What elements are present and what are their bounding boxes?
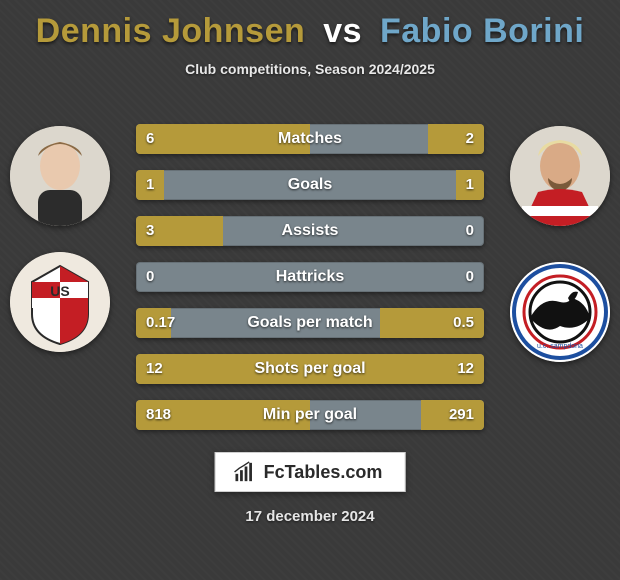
avatar-placeholder-icon [510, 126, 610, 226]
stat-row: 62Matches [136, 124, 484, 154]
stat-row: 00Hattricks [136, 262, 484, 292]
brand-text: FcTables.com [264, 462, 383, 483]
stat-label: Assists [136, 216, 484, 246]
stat-label: Shots per goal [136, 354, 484, 384]
stat-label: Hattricks [136, 262, 484, 292]
club-badge-icon: u.c. sampdoria [510, 262, 610, 362]
svg-text:US: US [50, 283, 69, 299]
stat-row: 1212Shots per goal [136, 354, 484, 384]
avatar-placeholder-icon [10, 126, 110, 226]
stat-label: Goals [136, 170, 484, 200]
club-badge-icon: US [10, 252, 110, 352]
stat-row: 0.170.5Goals per match [136, 308, 484, 338]
vs-text: vs [323, 12, 362, 50]
player2-avatar [510, 126, 610, 226]
stat-label: Min per goal [136, 400, 484, 430]
comparison-card: Dennis Johnsen vs Fabio Borini Club comp… [0, 0, 620, 580]
page-title: Dennis Johnsen vs Fabio Borini [0, 12, 620, 51]
stat-label: Goals per match [136, 308, 484, 338]
stat-row: 11Goals [136, 170, 484, 200]
date-text: 17 december 2024 [0, 508, 620, 525]
player1-club-badge: US [10, 252, 110, 352]
player2-club-badge: u.c. sampdoria [510, 262, 610, 362]
chart-icon [234, 461, 256, 483]
player1-avatar [10, 126, 110, 226]
stats-bars: 62Matches 11Goals 30Assists 00Hattricks 0.17… [136, 124, 484, 446]
player1-name: Dennis Johnsen [36, 12, 306, 50]
subtitle: Club competitions, Season 2024/2025 [0, 61, 620, 77]
stat-row: 30Assists [136, 216, 484, 246]
player2-name: Fabio Borini [380, 12, 584, 50]
stat-label: Matches [136, 124, 484, 154]
svg-text:u.c. sampdoria: u.c. sampdoria [537, 343, 583, 350]
brand-badge: FcTables.com [215, 452, 406, 492]
stat-row: 818291Min per goal [136, 400, 484, 430]
